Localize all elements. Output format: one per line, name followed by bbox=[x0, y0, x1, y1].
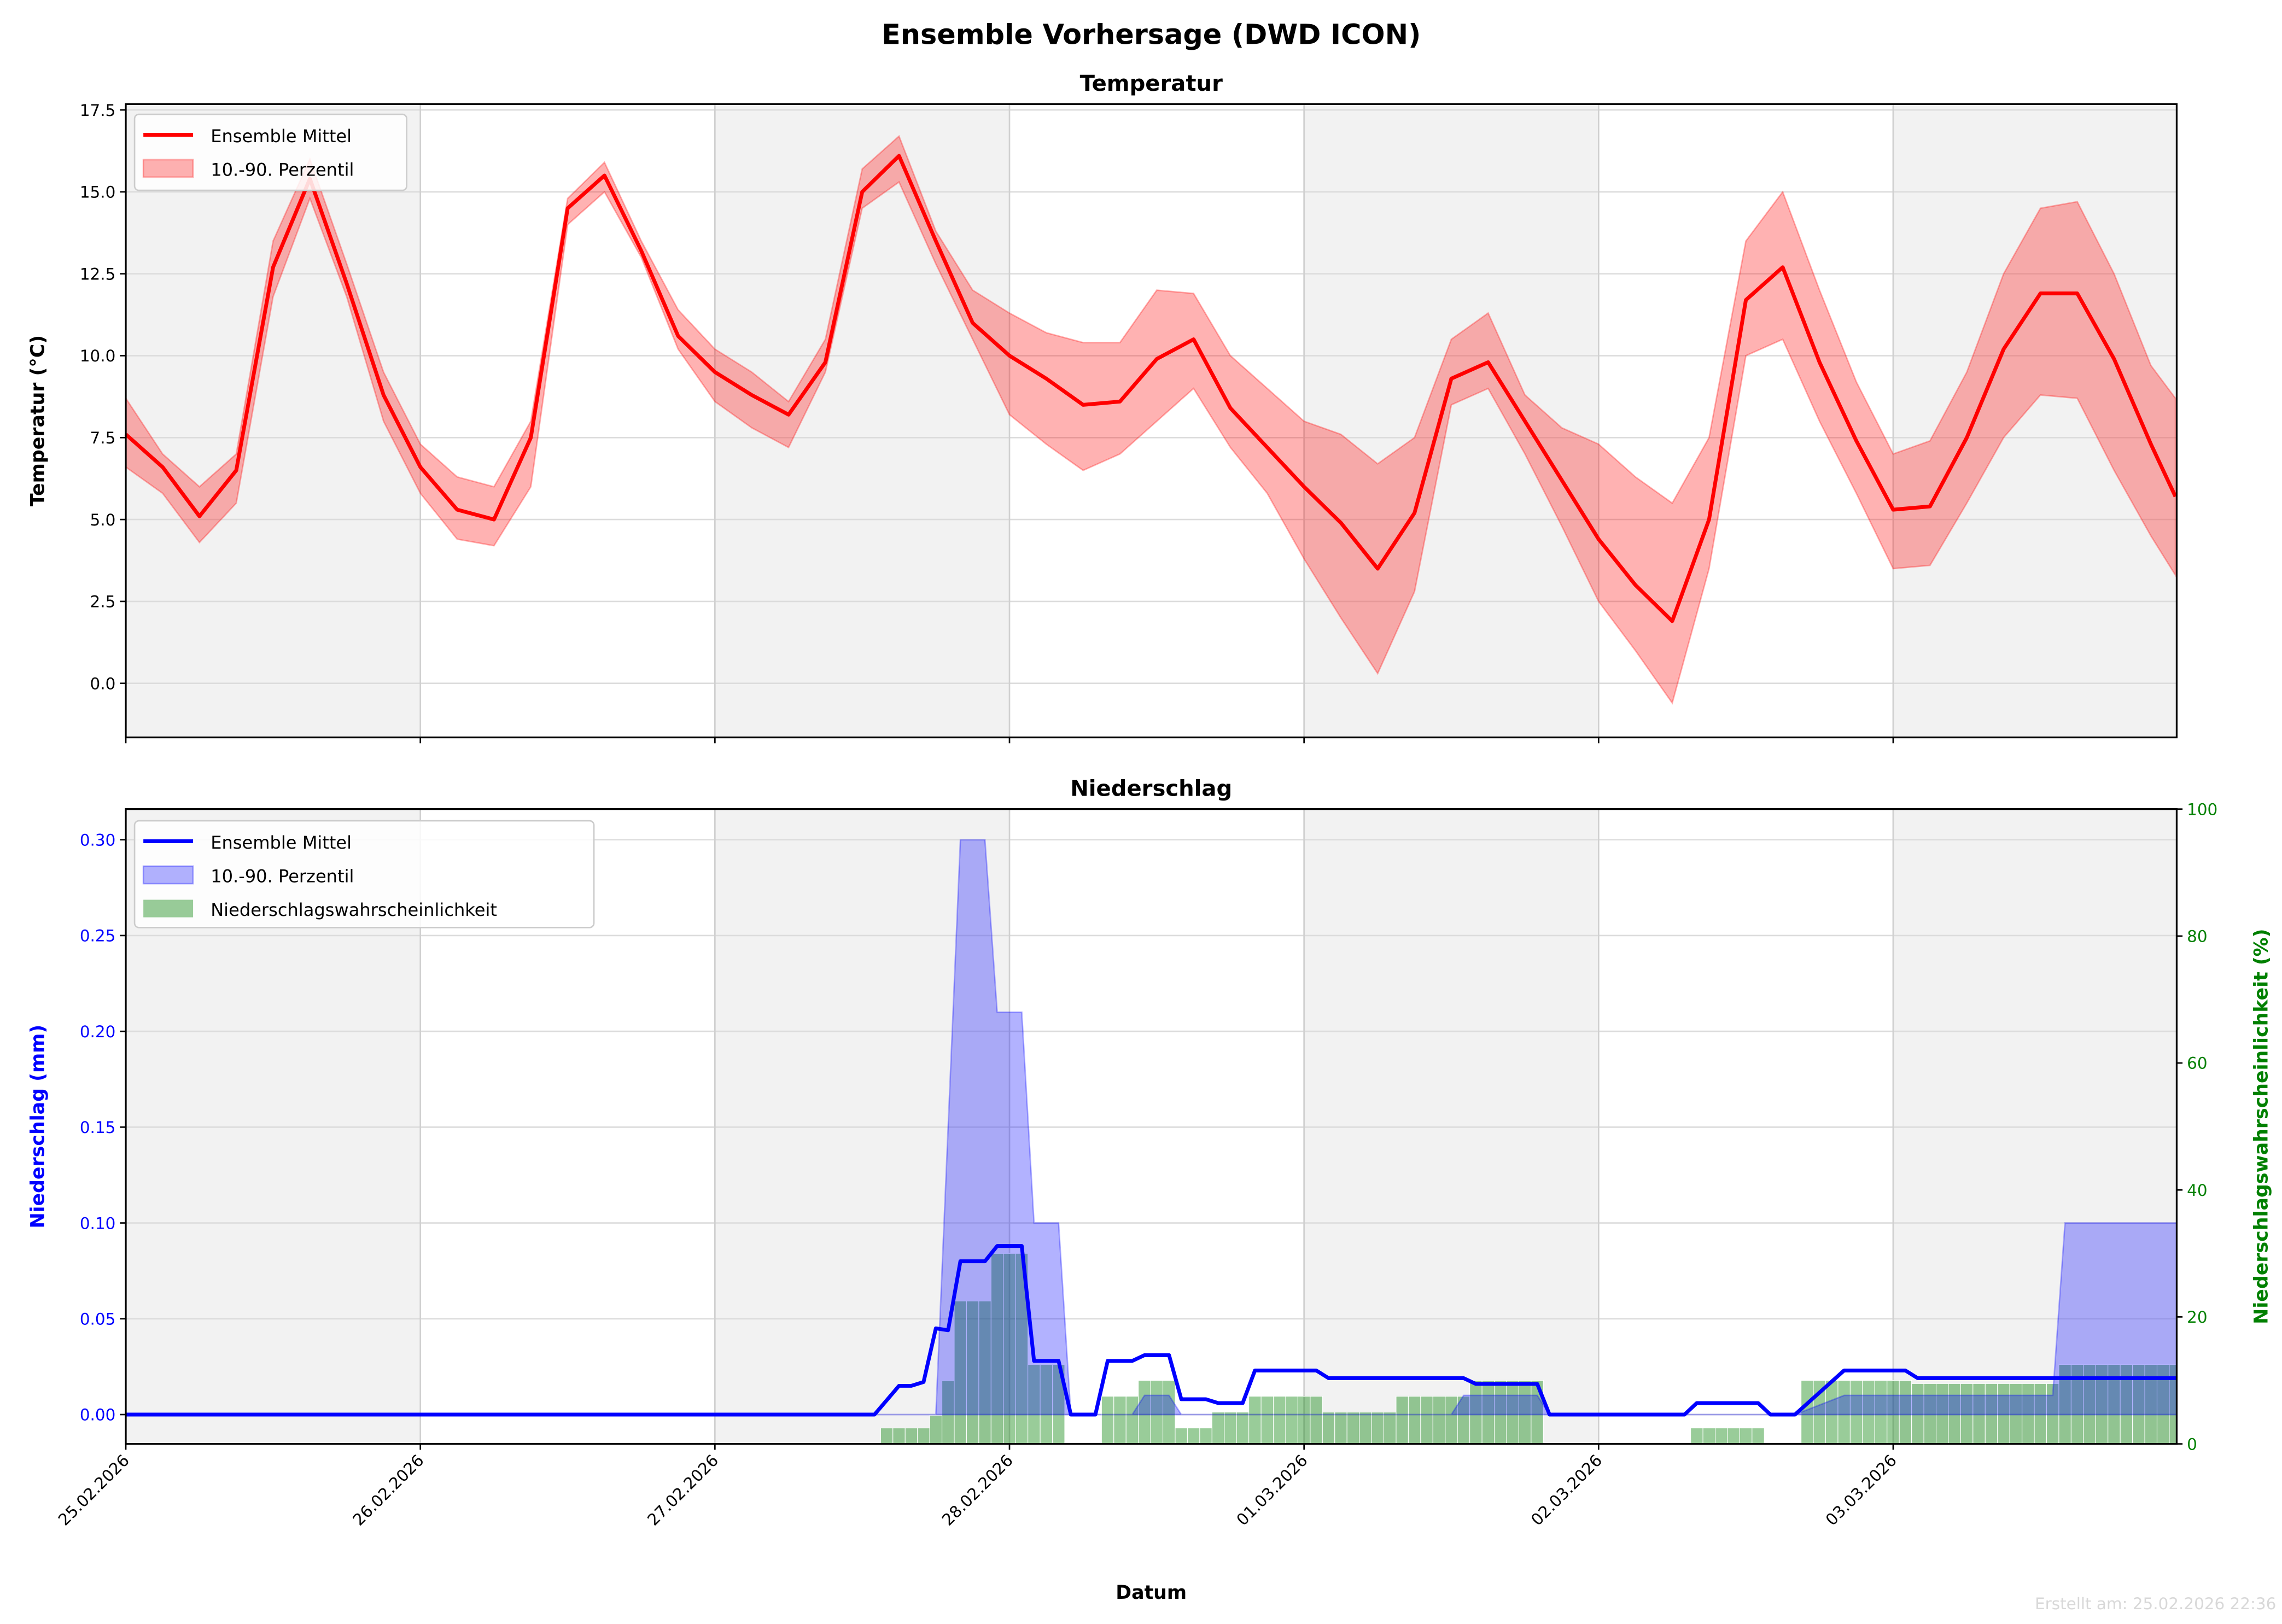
y-right-tick-label: 0 bbox=[2187, 1435, 2197, 1453]
legend-entry: Ensemble Mittel bbox=[211, 832, 352, 853]
x-tick-label: 03.03.2026 bbox=[1822, 1451, 1900, 1529]
y-tick-label: 10.0 bbox=[80, 347, 115, 365]
probability-bar bbox=[1113, 1395, 1127, 1445]
precipitation-y-axis-label: Niederschlag (mm) bbox=[27, 1025, 49, 1229]
temperature-legend: Ensemble Mittel 10.-90. Perzentil bbox=[133, 113, 407, 191]
legend-box bbox=[133, 113, 407, 191]
precipitation-axes: 0.00 0.05 0.10 0.15 0.20 0.25 0.30 0 20 40 60 80 100… bbox=[27, 776, 2272, 1604]
day-shading bbox=[1893, 104, 2177, 738]
precipitation-percentile-band bbox=[126, 839, 2178, 1416]
y-right-tick-label: 40 bbox=[2187, 1181, 2207, 1200]
y-tick-label: 0.15 bbox=[80, 1118, 115, 1137]
x-tick-label: 02.03.2026 bbox=[1527, 1451, 1606, 1529]
precipitation-mean-line bbox=[126, 1244, 2177, 1417]
probability-bar bbox=[1739, 1428, 1753, 1445]
legend-bar-swatch bbox=[143, 899, 194, 918]
y-tick-label: 0.05 bbox=[80, 1310, 115, 1328]
temperature-mean-line bbox=[124, 154, 2178, 623]
x-tick-label: 01.03.2026 bbox=[1233, 1451, 1311, 1529]
probability-bar bbox=[1199, 1428, 1212, 1445]
probability-bar bbox=[1125, 1395, 1139, 1445]
y-right-tick-label: 100 bbox=[2187, 800, 2217, 819]
probability-bar bbox=[1714, 1428, 1728, 1445]
probability-bar bbox=[1371, 1412, 1385, 1445]
y-tick-label: 2.5 bbox=[90, 593, 116, 611]
y-tick-label: 5.0 bbox=[90, 511, 116, 529]
probability-bar bbox=[1727, 1428, 1740, 1445]
probability-bar bbox=[1273, 1395, 1286, 1445]
y-tick-label: 0.30 bbox=[80, 831, 115, 849]
probability-bar bbox=[1101, 1395, 1114, 1445]
axes-frame bbox=[125, 103, 2178, 739]
probability-bar bbox=[1445, 1395, 1458, 1445]
y-tick-label: 7.5 bbox=[90, 429, 116, 447]
probability-bar bbox=[1690, 1428, 1703, 1445]
x-tick-label: 25.02.2026 bbox=[55, 1451, 133, 1529]
probability-bar bbox=[904, 1428, 918, 1445]
probability-bar bbox=[892, 1428, 906, 1445]
x-tick-label: 27.02.2026 bbox=[644, 1451, 722, 1529]
probability-bar bbox=[929, 1415, 943, 1445]
probability-bar bbox=[1752, 1428, 1765, 1445]
day-shading bbox=[715, 104, 1009, 738]
day-shading bbox=[126, 104, 421, 738]
probability-bar bbox=[1334, 1412, 1347, 1445]
x-tick-label: 28.02.2026 bbox=[938, 1451, 1017, 1529]
x-tick-label: 26.02.2026 bbox=[349, 1451, 428, 1529]
probability-bar bbox=[917, 1428, 930, 1445]
legend-entry: 10.-90. Perzentil bbox=[211, 866, 354, 886]
day-shading bbox=[1304, 104, 1599, 738]
precipitation-legend: Ensemble Mittel 10.-90. Perzentil Niedersc… bbox=[133, 820, 595, 928]
y-tick-label: 0.25 bbox=[80, 927, 115, 945]
probability-bar bbox=[1285, 1395, 1298, 1445]
probability-bar bbox=[1310, 1395, 1323, 1445]
y-right-tick-label: 20 bbox=[2187, 1308, 2207, 1327]
probability-bar bbox=[1236, 1412, 1250, 1445]
probability-bar bbox=[1396, 1395, 1409, 1445]
probability-bar bbox=[1175, 1428, 1188, 1445]
temperature-y-axis-label: Temperatur (°C) bbox=[27, 335, 49, 506]
temperature-subplot-title: Temperatur bbox=[1080, 71, 1223, 96]
probability-bar bbox=[1420, 1395, 1433, 1445]
probability-bar bbox=[1359, 1412, 1372, 1445]
y-tick-label: 0.00 bbox=[80, 1406, 115, 1424]
x-axis-label: Datum bbox=[1116, 1582, 1187, 1604]
probability-bar bbox=[1346, 1412, 1360, 1445]
y-right-tick-label: 80 bbox=[2187, 927, 2207, 946]
probability-bar bbox=[1702, 1428, 1716, 1445]
y-right-tick-label: 60 bbox=[2187, 1054, 2207, 1073]
legend-entry: Ensemble Mittel bbox=[211, 126, 352, 147]
probability-bar bbox=[880, 1428, 894, 1445]
y-tick-label: 0.0 bbox=[90, 674, 116, 693]
temperature-axes: 0.0 2.5 5.0 7.5 10.0 12.5 15.0 17.5 Temperatur Te… bbox=[27, 71, 2178, 744]
legend-band-swatch bbox=[142, 159, 194, 178]
probability-bar bbox=[1322, 1412, 1335, 1445]
legend-band-swatch bbox=[142, 865, 194, 885]
probability-bar bbox=[1211, 1412, 1225, 1445]
y-tick-label: 15.0 bbox=[80, 183, 115, 202]
legend-box bbox=[133, 820, 595, 928]
legend-entry: Niederschlagswahrscheinlichkeit bbox=[211, 899, 497, 920]
probability-y-axis-label: Niederschlagswahrscheinlichkeit (%) bbox=[2250, 929, 2272, 1324]
y-tick-label: 0.10 bbox=[80, 1214, 115, 1232]
temperature-percentile-band bbox=[125, 135, 2176, 705]
y-tick-label: 17.5 bbox=[80, 101, 115, 120]
probability-bar bbox=[1248, 1395, 1262, 1445]
figure-title: Ensemble Vorhersage (DWD ICON) bbox=[882, 19, 1421, 51]
y-tick-label: 12.5 bbox=[80, 265, 115, 283]
probability-bar bbox=[1432, 1395, 1446, 1445]
axes-frame bbox=[125, 808, 2178, 1445]
probability-bar bbox=[1224, 1412, 1237, 1445]
probability-bar bbox=[1297, 1395, 1311, 1445]
probability-bar bbox=[1260, 1395, 1274, 1445]
legend-entry: 10.-90. Perzentil bbox=[211, 159, 354, 180]
footer-timestamp: Erstellt am: 25.02.2026 22:36 bbox=[2035, 1594, 2276, 1613]
probability-bar bbox=[1187, 1428, 1200, 1445]
y-tick-label: 0.20 bbox=[80, 1023, 115, 1041]
probability-bar bbox=[1383, 1412, 1397, 1445]
probability-bar bbox=[1408, 1395, 1421, 1445]
precipitation-subplot-title: Niederschlag bbox=[1070, 776, 1232, 802]
